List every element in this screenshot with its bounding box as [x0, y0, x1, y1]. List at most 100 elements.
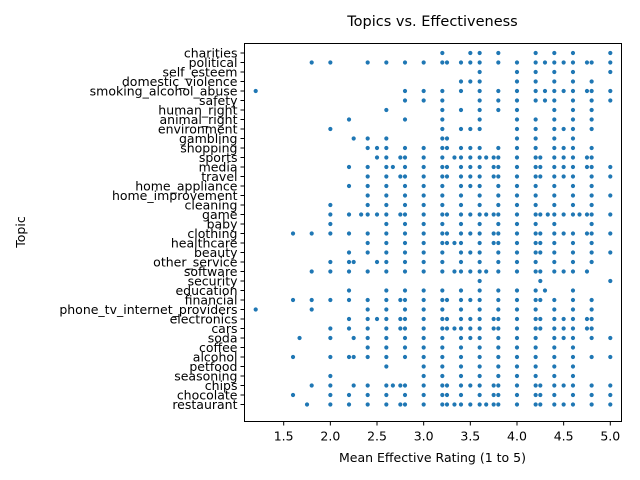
y-tick-label: cleaning — [185, 198, 238, 213]
data-point — [477, 88, 482, 94]
data-point — [552, 60, 557, 65]
data-point — [384, 183, 389, 189]
data-point — [496, 383, 501, 388]
data-point — [440, 98, 445, 103]
data-point — [514, 69, 520, 75]
data-point — [477, 250, 482, 255]
data-point — [458, 364, 464, 369]
data-point — [533, 69, 538, 75]
data-point — [496, 174, 501, 179]
data-point — [538, 174, 543, 179]
data-point — [552, 212, 557, 217]
data-point — [290, 354, 296, 360]
data-point — [346, 212, 352, 217]
x-tick-label: 1.5 — [274, 429, 294, 444]
data-point — [402, 297, 408, 303]
data-point — [458, 402, 464, 407]
data-point — [561, 155, 566, 160]
data-point — [365, 164, 370, 170]
data-point — [542, 288, 548, 293]
data-point — [538, 402, 543, 407]
data-point — [384, 155, 389, 160]
data-point — [365, 335, 370, 341]
data-point — [365, 307, 370, 312]
data-point — [589, 383, 594, 388]
data-point — [533, 60, 538, 65]
y-tick-label: charities — [184, 46, 238, 61]
data-point — [533, 345, 538, 350]
data-point — [589, 221, 594, 227]
data-point — [452, 240, 457, 246]
data-point — [402, 145, 408, 151]
data-point — [402, 354, 408, 360]
data-point — [570, 326, 576, 331]
data-point — [584, 269, 590, 274]
y-tick-label: self_esteem — [163, 65, 238, 80]
data-point — [514, 392, 520, 398]
data-point — [458, 269, 464, 274]
data-point — [365, 193, 370, 198]
data-point — [384, 326, 389, 331]
data-point — [552, 269, 557, 274]
data-point — [570, 335, 576, 341]
data-point — [440, 50, 445, 56]
data-point — [458, 392, 464, 398]
data-point — [570, 69, 576, 75]
data-point — [570, 288, 576, 293]
data-point — [328, 212, 333, 217]
data-point — [458, 79, 464, 84]
data-point — [514, 383, 520, 388]
data-point — [496, 402, 501, 407]
data-point — [496, 98, 501, 103]
data-point — [514, 202, 520, 208]
data-point — [458, 202, 464, 208]
data-point — [398, 383, 403, 388]
data-point — [440, 212, 445, 217]
data-point — [570, 212, 576, 217]
data-point — [346, 269, 352, 274]
data-point — [589, 155, 594, 160]
points-layer — [253, 50, 613, 407]
data-point — [351, 335, 356, 341]
data-point — [491, 231, 496, 236]
data-point — [452, 326, 457, 331]
data-point — [477, 259, 482, 265]
data-point — [561, 383, 566, 388]
data-point — [346, 354, 352, 360]
x-tick-label: 3.5 — [460, 429, 480, 444]
data-point — [533, 288, 538, 293]
data-point — [444, 402, 450, 407]
data-point — [538, 383, 543, 388]
data-point — [552, 326, 557, 331]
data-point — [402, 60, 408, 65]
data-point — [421, 383, 426, 388]
data-point — [570, 155, 576, 160]
data-point — [346, 231, 352, 236]
data-point — [570, 202, 576, 208]
data-point — [533, 202, 538, 208]
data-point — [346, 250, 352, 255]
data-point — [496, 60, 501, 65]
data-point — [491, 392, 496, 398]
data-point — [589, 402, 594, 407]
data-point — [468, 60, 473, 65]
data-point — [496, 345, 501, 350]
data-point — [444, 174, 450, 179]
data-point — [384, 174, 389, 179]
data-point — [384, 402, 389, 407]
data-point — [477, 126, 482, 132]
data-point — [384, 316, 389, 322]
data-point — [589, 250, 594, 255]
data-point — [374, 212, 380, 217]
data-point — [514, 326, 520, 331]
data-point — [514, 335, 520, 341]
data-point — [384, 136, 389, 141]
data-point — [421, 145, 426, 151]
data-point — [309, 297, 314, 303]
data-point — [402, 335, 408, 341]
data-point — [440, 174, 445, 179]
data-point — [351, 136, 356, 141]
data-point — [608, 335, 613, 341]
data-point — [477, 354, 482, 360]
data-point — [468, 155, 473, 160]
